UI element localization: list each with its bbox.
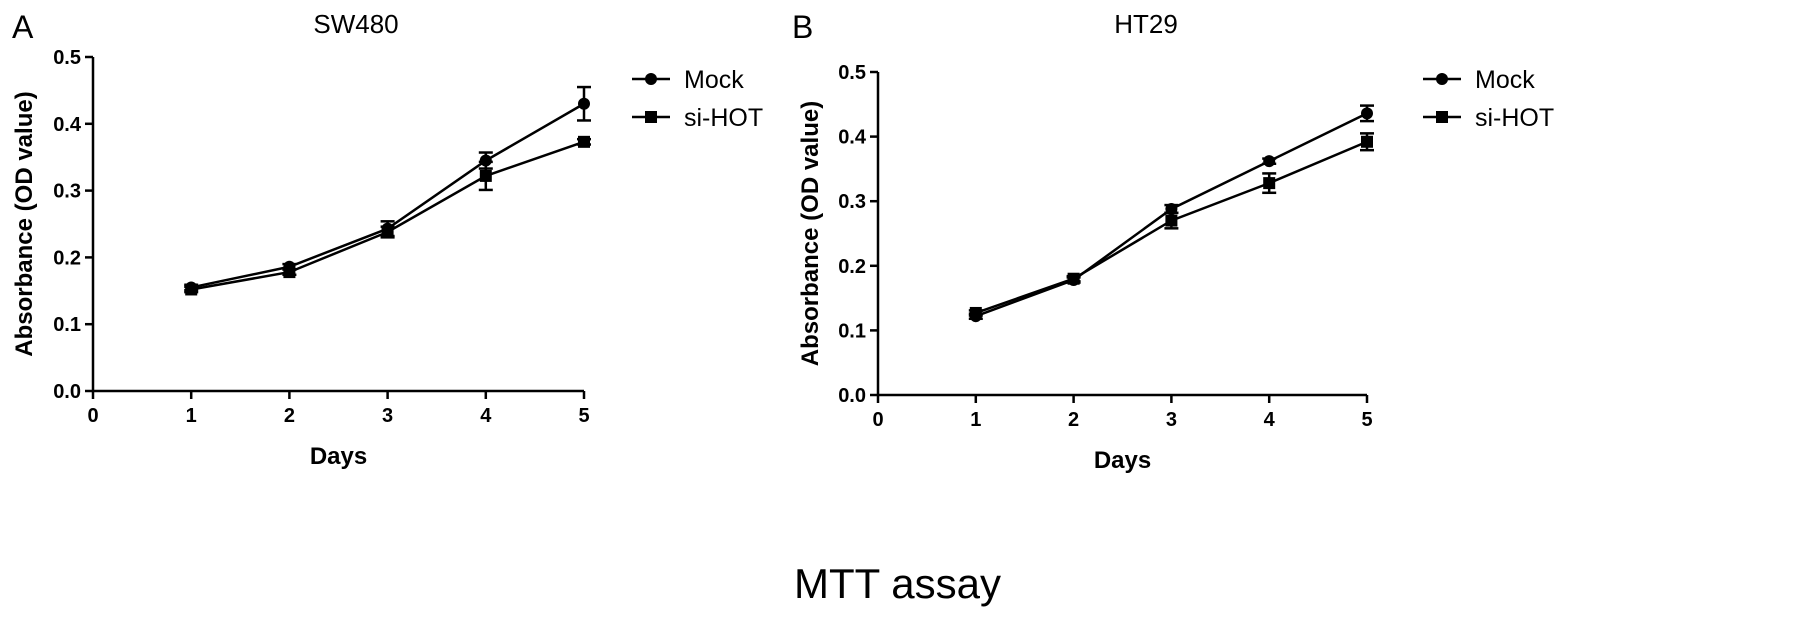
x-tick-label: 2 — [1068, 409, 1079, 431]
data-point — [578, 135, 590, 148]
series-si-hot — [968, 132, 1374, 319]
data-point — [283, 266, 296, 279]
x-axis-label: Days — [1094, 447, 1151, 474]
data-point — [479, 169, 492, 182]
panel-label: A — [12, 9, 34, 45]
figure-caption: MTT assay — [794, 560, 1001, 607]
x-tick-label: 4 — [1264, 409, 1276, 431]
legend-marker — [645, 111, 657, 123]
chart-title: HT29 — [1114, 9, 1178, 39]
legend-item-mock: Mock — [1423, 66, 1535, 94]
x-tick-label: 1 — [970, 409, 981, 431]
chart-panel-b: B HT29 0.0 0.1 0.2 0.3 0.4 0.5 0 1 2 3 4 5 Days Absorba… — [792, 9, 1554, 474]
data-point — [1361, 107, 1373, 120]
y-tick-label: 0.1 — [53, 314, 81, 336]
chart-title: SW480 — [313, 9, 398, 39]
data-point — [1263, 155, 1276, 168]
data-point — [1263, 177, 1276, 190]
x-tick-label: 5 — [578, 405, 589, 427]
data-point — [185, 283, 198, 296]
x-tick-label: 2 — [284, 405, 295, 427]
legend-item-si-hot: si-HOT — [1423, 104, 1554, 132]
y-tick-label: 0.0 — [838, 385, 866, 407]
data-point — [578, 97, 590, 110]
data-point — [1067, 272, 1080, 285]
x-tick-label: 1 — [186, 405, 197, 427]
x-tick-label: 0 — [87, 405, 98, 427]
x-tick-label: 3 — [1166, 409, 1177, 431]
data-point — [381, 226, 394, 239]
x-tick-label: 0 — [872, 409, 883, 431]
series-si-hot — [184, 135, 591, 296]
y-tick-label: 0.3 — [838, 191, 866, 213]
x-tick-label: 5 — [1361, 409, 1372, 431]
data-point — [969, 306, 982, 319]
legend-marker — [645, 73, 657, 85]
legend-item-mock: Mock — [632, 66, 744, 94]
y-tick-label: 0.2 — [53, 247, 81, 269]
legend-marker — [1436, 111, 1448, 123]
y-tick-label: 0.4 — [838, 127, 867, 149]
data-point — [479, 154, 492, 167]
legend-label: si-HOT — [684, 104, 763, 132]
y-tick-label: 0.2 — [838, 256, 866, 278]
panel-label: B — [792, 9, 813, 45]
series-line — [190, 102, 585, 289]
legend-marker — [1436, 73, 1448, 85]
legend-label: si-HOT — [1475, 104, 1554, 132]
series-mock — [184, 85, 591, 294]
x-tick-label: 4 — [480, 405, 492, 427]
y-tick-label: 0.5 — [53, 47, 81, 69]
legend-label: Mock — [684, 66, 744, 94]
chart-panel-a: A SW480 0.0 0.1 0.2 0.3 0.4 0.5 0 1 2 3 4 5 Days Absorb… — [11, 9, 763, 470]
y-tick-label: 0.0 — [53, 381, 81, 403]
y-tick-label: 0.4 — [53, 114, 82, 136]
data-point — [1361, 135, 1373, 148]
y-axis-label: Absorbance (OD value) — [11, 91, 38, 356]
x-tick-label: 3 — [382, 405, 393, 427]
y-axis-label: Absorbance (OD value) — [797, 101, 824, 366]
y-tick-label: 0.1 — [838, 320, 866, 342]
y-tick-label: 0.3 — [53, 181, 81, 203]
y-tick-label: 0.5 — [838, 62, 866, 84]
series-line — [190, 140, 585, 291]
x-axis-label: Days — [310, 443, 367, 470]
data-point — [1165, 214, 1178, 227]
legend-item-si-hot: si-HOT — [632, 104, 763, 132]
legend-label: Mock — [1475, 66, 1535, 94]
